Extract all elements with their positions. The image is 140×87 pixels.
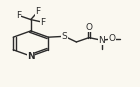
Text: S: S — [62, 32, 67, 41]
Text: F: F — [16, 11, 21, 20]
Text: F: F — [40, 18, 45, 27]
Text: N: N — [27, 52, 35, 61]
Text: N: N — [98, 36, 105, 45]
Text: O: O — [109, 34, 116, 43]
Text: F: F — [35, 7, 40, 16]
Text: O: O — [86, 23, 93, 31]
